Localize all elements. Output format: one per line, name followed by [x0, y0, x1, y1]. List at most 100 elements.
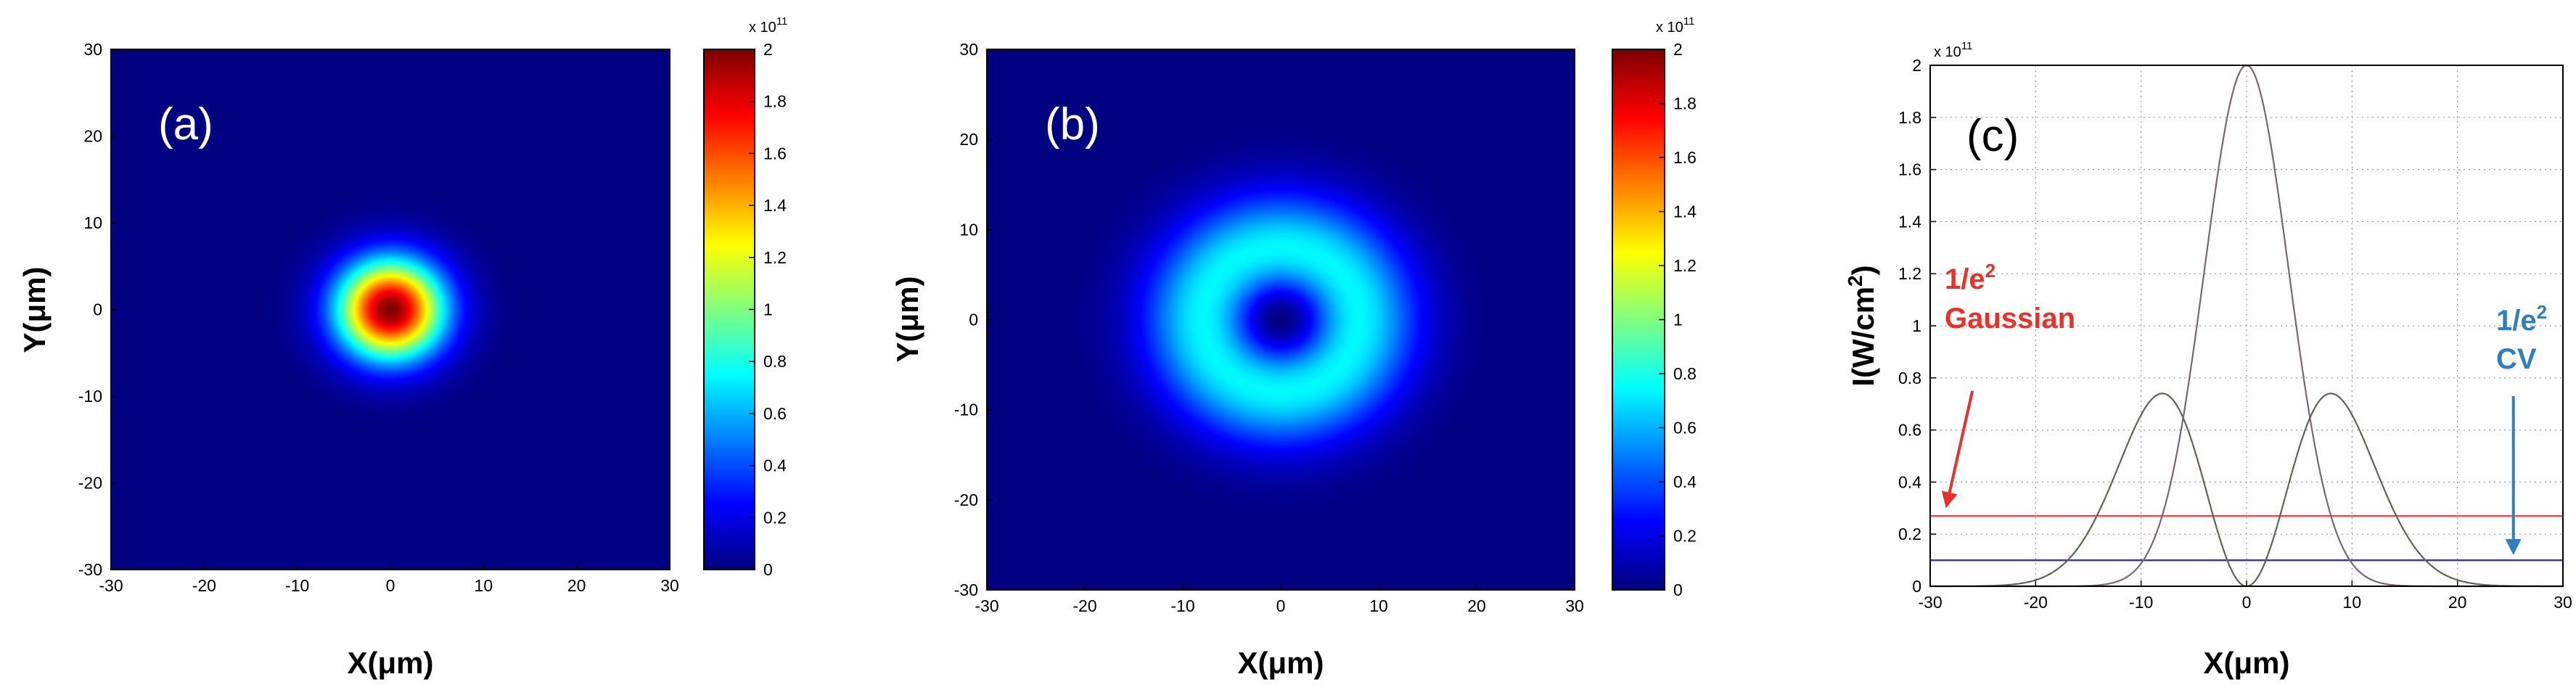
- x-tick-label: 0: [1276, 596, 1286, 615]
- y-tick-label: -20: [954, 490, 978, 509]
- x-tick-label: -20: [192, 576, 216, 595]
- heatmap-b-y-ticks: -30 -20 -10 0 10 20 30: [954, 40, 993, 599]
- x-tick-label: 0: [2242, 593, 2252, 612]
- colorbar-b-scale-label: x 1011: [1656, 15, 1694, 36]
- x-tick-label: -20: [2024, 593, 2048, 612]
- y-tick-label: 1: [1912, 316, 1921, 335]
- y-tick-label: 1.8: [1898, 108, 1921, 127]
- y-tick-label: 30: [83, 40, 102, 59]
- colorbar-tick-label: 1: [1673, 311, 1683, 329]
- gaussian-annotation-arrow-shaft: [1948, 390, 1974, 493]
- gaussian-threshold-annotation-line1: 1/e2: [1945, 260, 1995, 295]
- cv-threshold-annotation-line1: 1/e2: [2496, 301, 2547, 337]
- y-tick-label: 0: [1912, 577, 1921, 596]
- line-plot-grid: [1930, 65, 2563, 586]
- heatmap-b-x-axis-label: X(μm): [1237, 646, 1324, 680]
- x-tick-label: 20: [1467, 596, 1486, 615]
- heatmap-b-x-ticks: -30 -20 -10 0 10 20 30: [975, 584, 1584, 615]
- y-tick-label: -10: [954, 401, 978, 419]
- y-tick-label: 0: [93, 300, 102, 319]
- heatmap-a-y-axis-label: Y(μm): [17, 266, 52, 353]
- heatmap-a-x-axis-label: X(μm): [347, 646, 433, 680]
- y-tick-label: 1.2: [1898, 264, 1921, 283]
- y-tick-label: 1.4: [1898, 212, 1921, 231]
- x-tick-label: 30: [660, 576, 679, 595]
- threshold-lines: [1930, 514, 2563, 562]
- y-tick-label: 1.6: [1898, 160, 1921, 179]
- colorbar-tick-label: 0.2: [1673, 527, 1697, 546]
- colorbar-tick-label: 2: [1673, 40, 1683, 59]
- line-plot-scale-label: x 1011: [1934, 40, 1972, 60]
- colorbar-tick-label: 1.8: [1673, 94, 1697, 113]
- colorbar-tick-label: 0.2: [763, 508, 787, 527]
- y-tick-label: 10: [83, 213, 102, 232]
- panel-c: -30 -20 -10 0 10 20 30 0 0.2 0.4 0.6 0.8 1 1.2 1.4 1.6…: [1844, 40, 2572, 680]
- colorbar-b-gradient: [1612, 49, 1665, 590]
- x-tick-label: 30: [1565, 596, 1584, 615]
- x-tick-label: -10: [2129, 593, 2153, 612]
- y-tick-label: -30: [954, 580, 978, 599]
- colorbar-a-gradient: [704, 49, 755, 570]
- y-tick-label: 10: [959, 220, 978, 239]
- x-tick-label: 10: [475, 576, 493, 595]
- heatmap-b-y-axis-label: Y(μm): [890, 276, 924, 362]
- y-tick-label: 2: [1912, 56, 1921, 75]
- colorbar-tick-label: 1.6: [1673, 148, 1697, 167]
- y-tick-label: 0: [969, 311, 978, 329]
- gaussian-threshold-annotation-line2: Gaussian: [1945, 303, 2075, 334]
- colorbar-tick-label: 1.2: [763, 248, 787, 267]
- x-tick-label: -30: [975, 596, 998, 615]
- x-tick-label: -30: [1918, 593, 1942, 612]
- y-tick-label: 0.8: [1898, 369, 1921, 387]
- y-tick-label: 30: [959, 40, 978, 59]
- heatmap-b-image: [987, 49, 1575, 590]
- panel-label-b: (b): [1045, 99, 1100, 149]
- y-tick-label: 20: [83, 127, 102, 146]
- colorbar-tick-label: 2: [763, 40, 773, 59]
- colorbar-tick-label: 0: [1673, 580, 1683, 599]
- colorbar-tick-label: 0.6: [1673, 419, 1697, 438]
- y-tick-label: 0.4: [1898, 472, 1921, 491]
- heatmap-a-image: [111, 49, 670, 570]
- colorbar-tick-label: 1.2: [1673, 256, 1697, 275]
- colorbar-tick-label: 0.8: [763, 352, 787, 371]
- colorbar-tick-label: 1: [763, 300, 773, 319]
- colorbar-a-scale-label: x 1011: [749, 15, 787, 36]
- x-tick-label: 0: [386, 576, 395, 595]
- cv-threshold-annotation-line2: CV: [2496, 343, 2537, 375]
- x-tick-label: 20: [567, 576, 586, 595]
- threshold-annotations: 1/e2 Gaussian 1/e2 CV: [1941, 260, 2547, 555]
- x-tick-label: 10: [2343, 593, 2362, 612]
- x-tick-label: -10: [285, 576, 309, 595]
- colorbar-tick-label: 1.6: [763, 144, 787, 163]
- y-tick-label: -10: [78, 387, 102, 406]
- colorbar-tick-label: 1.4: [763, 196, 787, 215]
- panel-label-a: (a): [158, 99, 213, 149]
- x-tick-label: 20: [2448, 593, 2467, 612]
- annotation-arrows: [1941, 390, 2522, 555]
- heatmap-a-x-ticks: -30 -20 -10 0 10 20 30: [99, 564, 679, 595]
- line-plot-x-axis-label: X(μm): [2203, 646, 2289, 680]
- colorbar-a-ticks: 0 0.2 0.4 0.6 0.8 1 1.2 1.4 1.6 1.8 2: [749, 40, 787, 579]
- colorbar-tick-label: 0.6: [763, 404, 787, 423]
- line-plot-y-axis-label: I(W/cm2): [1844, 265, 1880, 386]
- y-tick-label: 0.2: [1898, 525, 1921, 543]
- y-tick-label: 20: [959, 130, 978, 149]
- y-tick-label: -30: [78, 560, 102, 579]
- y-tick-label: -20: [78, 474, 102, 493]
- gaussian-annotation-arrow-head: [1941, 490, 1958, 509]
- heatmap-a-y-ticks: -30 -20 -10 0 10 20 30: [78, 40, 117, 579]
- colorbar-tick-label: 0: [763, 560, 773, 579]
- x-tick-label: -30: [99, 576, 123, 595]
- line-plot-frame: [1929, 65, 2564, 587]
- x-tick-label: -10: [1170, 596, 1194, 615]
- y-tick-label: 0.6: [1898, 421, 1921, 440]
- colorbar-tick-label: 0.4: [1673, 472, 1697, 491]
- cv-annotation-arrow-head: [2505, 538, 2522, 555]
- x-tick-label: 30: [2554, 593, 2572, 612]
- panel-label-c: (c): [1966, 111, 2019, 161]
- colorbar-tick-label: 1.8: [763, 92, 787, 111]
- colorbar-tick-label: 1.4: [1673, 202, 1697, 221]
